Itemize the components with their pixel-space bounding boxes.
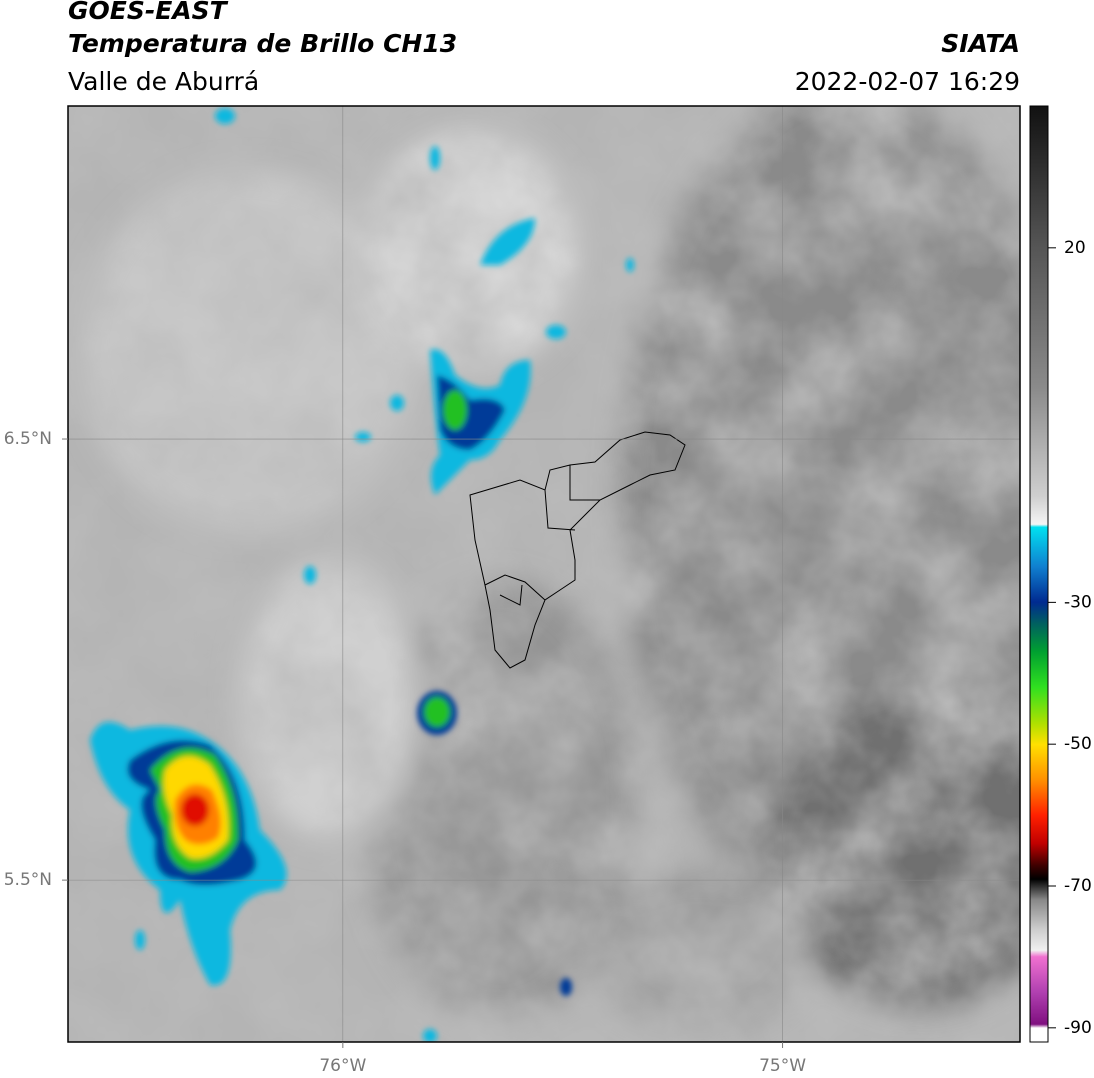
colorbar-tick-label: -30 — [1064, 592, 1092, 612]
colorbar-tick-label: 20 — [1064, 238, 1086, 258]
title: Temperatura de Brillo CH13 — [68, 29, 457, 58]
subtitle: Valle de Aburrá — [68, 67, 259, 96]
x-tick-label: 75°W — [759, 1056, 806, 1076]
x-tick-label: 76°W — [319, 1056, 366, 1076]
satellite-image — [68, 106, 1020, 1042]
source: SIATA — [941, 29, 1020, 58]
product: GOES-EAST — [68, 0, 229, 25]
colorbar-tick-label: -90 — [1064, 1018, 1092, 1038]
valley-boundary — [469, 431, 686, 669]
datetime: 2022-02-07 16:29 — [795, 67, 1020, 96]
colorbar — [1029, 105, 1049, 1043]
y-tick-label: 6.5°N — [4, 429, 52, 449]
y-tick-label: 5.5°N — [4, 870, 52, 890]
colorbar-tick-label: -50 — [1064, 734, 1092, 754]
colorbar-tick-label: -70 — [1064, 876, 1092, 896]
map-frame — [67, 105, 1021, 1043]
